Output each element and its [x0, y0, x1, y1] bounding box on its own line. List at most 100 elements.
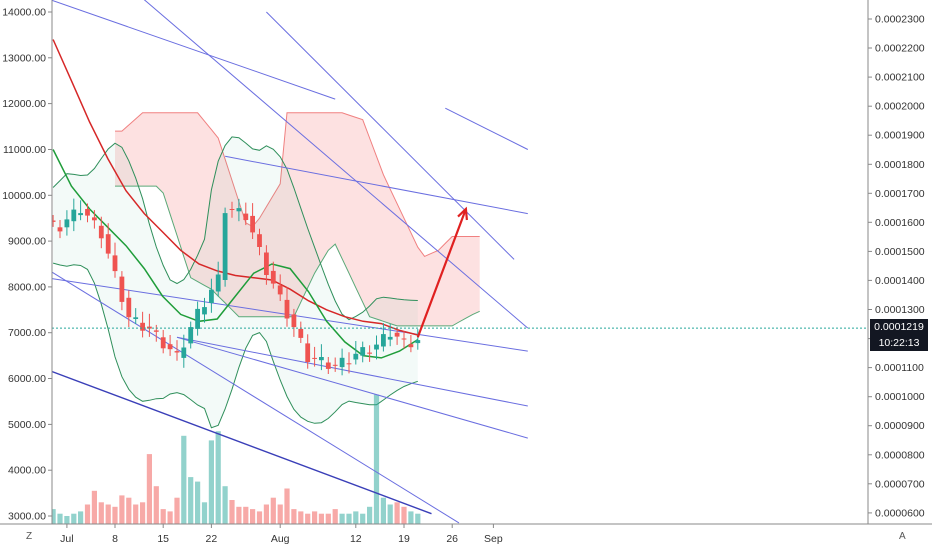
volume-bar	[105, 504, 111, 524]
right-tick-label: 0.0001100	[875, 362, 924, 374]
volume-bar	[64, 516, 70, 524]
volume-bar	[408, 511, 414, 524]
candle-body	[229, 209, 235, 210]
auto-scale-button[interactable]: A	[899, 531, 906, 542]
ichimoku-cloud	[115, 112, 480, 327]
candle-body	[298, 328, 304, 338]
volume-bar	[222, 486, 228, 524]
volume-bar	[263, 504, 269, 524]
trend-line	[266, 11, 515, 260]
volume-bar	[91, 490, 97, 524]
left-tick-label: 3000.00	[8, 511, 46, 523]
candle-body	[153, 330, 159, 332]
right-tick-label: 0.0001400	[875, 275, 925, 287]
volume-bar	[167, 511, 173, 524]
candle-body	[119, 276, 125, 302]
volume-bar	[367, 506, 373, 524]
candle-body	[236, 208, 242, 212]
candle-body	[353, 353, 359, 360]
candle-body	[415, 340, 421, 344]
candle-body	[381, 334, 386, 347]
x-tick-label: 8	[112, 533, 118, 545]
right-axis-bg	[868, 0, 932, 550]
volume-bar	[215, 431, 221, 524]
candle-body	[140, 322, 145, 331]
x-tick-label: Aug	[271, 533, 290, 545]
volume-bar	[98, 502, 104, 524]
volume-bar	[188, 477, 194, 524]
candle-body	[319, 357, 324, 361]
candle-body	[360, 347, 366, 356]
volume-bar	[119, 495, 125, 524]
right-tick-label: 0.0000600	[875, 507, 925, 519]
volume-bar	[126, 497, 132, 524]
candle-body	[325, 362, 331, 369]
candle-body	[112, 255, 118, 272]
trend-line	[445, 107, 529, 150]
trend-line	[176, 336, 528, 407]
x-tick-label: Sep	[484, 533, 503, 545]
trend-line	[49, 0, 336, 100]
volume-bar	[325, 513, 331, 524]
volume-bar	[133, 504, 139, 524]
volume-bar	[195, 481, 201, 524]
volume-bar	[270, 497, 276, 524]
left-tick-label: 5000.00	[8, 419, 46, 431]
left-tick-label: 12000.00	[2, 98, 46, 110]
left-tick-label: 10000.00	[2, 190, 46, 202]
volume-bar	[415, 513, 421, 524]
volume-bar	[181, 435, 187, 524]
volume-bar	[394, 502, 400, 524]
left-tick-label: 8000.00	[8, 281, 46, 293]
zoom-reset-button[interactable]: Z	[26, 531, 33, 542]
ma-slow-line	[52, 39, 418, 336]
volume-bar	[84, 504, 91, 524]
candle-body	[71, 209, 77, 222]
candle-body	[243, 213, 249, 220]
right-tick-label: 0.0001500	[875, 246, 925, 258]
right-tick-label: 0.0001600	[875, 217, 925, 229]
candle-body	[312, 357, 317, 359]
volume-bar	[401, 506, 407, 524]
projection-arrow-head	[457, 206, 468, 221]
candle-body	[264, 252, 269, 275]
volume-bar	[312, 511, 318, 524]
volume-bar	[387, 504, 393, 524]
candle-body	[387, 336, 393, 340]
candle-body	[394, 332, 400, 337]
cloud-span-a	[115, 112, 480, 258]
volume-bar	[112, 506, 118, 524]
volume-bar	[236, 506, 242, 524]
candle-body	[98, 225, 104, 239]
volume-bar	[339, 513, 345, 524]
candle-body	[50, 220, 56, 222]
volume-bar	[277, 504, 283, 524]
cloud-fill	[115, 112, 480, 326]
volume-bar	[250, 509, 256, 524]
candle-body	[374, 344, 379, 350]
candle-body	[64, 219, 70, 228]
candle-body	[284, 299, 290, 319]
candle-body	[250, 215, 255, 233]
x-tick-label: 19	[398, 533, 410, 545]
right-tick-label: 0.0001000	[875, 391, 925, 403]
right-tick-label: 0.0000800	[875, 449, 925, 461]
candle-body	[367, 352, 372, 354]
candle-body	[133, 317, 139, 319]
candle-body	[305, 343, 311, 362]
candle-body	[160, 337, 166, 349]
volume-bar	[243, 506, 249, 524]
right-tick-label: 0.0002000	[875, 101, 925, 113]
volume-bar	[256, 511, 263, 524]
volume-bar	[291, 509, 297, 524]
trend-line	[45, 268, 460, 524]
volume-bar	[71, 513, 77, 524]
candle-body	[222, 213, 228, 280]
volume-bar	[298, 511, 304, 524]
right-tick-label: 0.0001700	[875, 188, 925, 200]
volume-bar	[174, 497, 180, 524]
volume-bar	[318, 513, 324, 524]
candle-body	[339, 357, 345, 368]
